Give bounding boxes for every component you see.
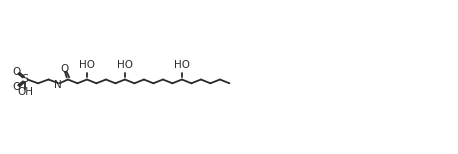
Text: N: N xyxy=(54,80,62,90)
Text: HO: HO xyxy=(174,61,190,71)
Text: O: O xyxy=(12,82,21,92)
Text: O: O xyxy=(12,67,21,77)
Text: HO: HO xyxy=(79,61,95,71)
Text: O: O xyxy=(60,65,69,75)
Text: HO: HO xyxy=(117,61,133,71)
Text: OH: OH xyxy=(17,87,33,97)
Text: S: S xyxy=(22,75,28,85)
